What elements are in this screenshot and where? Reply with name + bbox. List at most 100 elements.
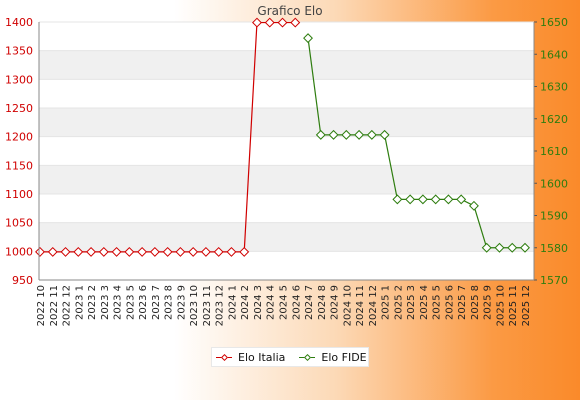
data-point-elo-fide — [379, 129, 390, 140]
x-tick-label: 2023 10 — [189, 285, 200, 326]
x-tick-label: 2023 11 — [202, 285, 213, 326]
y-left-tick-label: 1200 — [5, 131, 33, 144]
data-point-elo-italia — [226, 246, 237, 257]
data-point-elo-italia — [73, 246, 84, 257]
data-point-elo-fide — [328, 129, 339, 140]
data-point-elo-fide — [481, 242, 492, 253]
legend-symbol-elo-fide — [299, 352, 316, 362]
data-point-elo-fide — [392, 194, 403, 205]
x-tick-label: 2023 2 — [87, 285, 98, 320]
data-point-elo-italia — [111, 246, 122, 257]
grid-band — [39, 50, 534, 80]
x-tick-label: 2024 4 — [266, 285, 277, 320]
data-point-elo-italia — [200, 246, 211, 257]
x-tick-label: 2024 9 — [330, 285, 341, 320]
x-tick-label: 2025 8 — [470, 285, 481, 320]
x-tick-label: 2023 7 — [151, 285, 162, 320]
y-right-tick-label: 1650 — [540, 16, 568, 29]
y-left-tick-label: 1150 — [5, 159, 33, 172]
data-point-elo-italia — [213, 246, 224, 257]
x-tick-label: 2023 1 — [74, 285, 85, 320]
y-right-tick-label: 1630 — [540, 81, 568, 94]
x-tick-label: 2025 5 — [432, 285, 443, 320]
x-tick-label: 2023 12 — [215, 285, 226, 326]
data-point-elo-italia — [60, 246, 71, 257]
y-right-tick-label: 1590 — [540, 210, 568, 223]
x-tick-label: 2025 2 — [393, 285, 404, 320]
data-point-elo-fide — [354, 129, 365, 140]
x-tick-label: 2023 8 — [164, 285, 175, 320]
grid-band — [39, 108, 534, 137]
x-tick-label: 2022 10 — [36, 285, 47, 326]
data-point-elo-fide — [520, 242, 530, 253]
x-tick-label: 2023 3 — [100, 285, 111, 320]
data-point-elo-fide — [430, 194, 441, 205]
x-tick-label: 2024 3 — [253, 285, 264, 320]
legend: Elo Italia Elo FIDE — [211, 347, 369, 367]
legend-label-elo-fide: Elo FIDE — [321, 350, 367, 364]
y-left-tick-label: 1050 — [5, 217, 33, 230]
x-tick-label: 2024 11 — [355, 285, 366, 326]
y-right-tick-label: 1610 — [540, 145, 568, 158]
legend-item-elo-fide: Elo FIDE — [299, 350, 367, 364]
data-point-elo-italia — [98, 246, 109, 257]
data-point-elo-fide — [405, 194, 416, 205]
data-point-elo-fide — [366, 129, 377, 140]
data-point-elo-fide — [456, 194, 467, 205]
x-tick-label: 2025 3 — [406, 285, 417, 320]
x-tick-label: 2025 6 — [444, 285, 455, 320]
grid-band — [39, 222, 534, 252]
y-left-tick-label: 1400 — [5, 16, 33, 29]
data-point-elo-italia — [277, 17, 288, 28]
data-point-elo-italia — [149, 246, 160, 257]
grid-band — [39, 165, 534, 194]
x-tick-label: 2024 1 — [227, 285, 238, 320]
data-point-elo-italia — [290, 17, 301, 28]
x-tick-label: 2024 8 — [317, 285, 328, 320]
x-tick-label: 2024 5 — [279, 285, 290, 320]
x-tick-label: 2024 7 — [304, 285, 315, 320]
x-tick-label: 2025 10 — [495, 285, 506, 326]
data-point-elo-italia — [86, 246, 97, 257]
data-point-elo-italia — [188, 246, 199, 257]
x-tick-label: 2023 4 — [113, 285, 124, 320]
y-right-tick-label: 1640 — [540, 48, 568, 61]
data-point-elo-fide — [494, 242, 505, 253]
chart-title: Grafico Elo — [257, 4, 323, 18]
legend-symbol-elo-italia — [216, 352, 232, 362]
x-tick-label: 2024 10 — [342, 285, 353, 326]
y-left-tick-label: 1350 — [5, 45, 33, 58]
y-left-tick-label: 1000 — [5, 245, 33, 258]
x-tick-label: 2025 1 — [381, 285, 392, 320]
x-tick-label: 2023 9 — [176, 285, 187, 320]
y-right-tick-label: 1580 — [540, 242, 568, 255]
x-tick-label: 2025 4 — [419, 285, 430, 320]
x-tick-label: 2025 11 — [508, 285, 519, 326]
y-right-tick-label: 1620 — [540, 113, 568, 126]
data-point-elo-italia — [162, 246, 173, 257]
x-tick-label: 2022 12 — [62, 285, 73, 326]
data-point-elo-fide — [468, 200, 479, 211]
x-tick-label: 2025 7 — [457, 285, 468, 320]
data-point-elo-fide — [315, 129, 326, 140]
data-point-elo-fide — [303, 33, 313, 44]
y-left-tick-label: 1300 — [5, 73, 33, 86]
x-tick-label: 2024 2 — [240, 285, 251, 320]
x-tick-label: 2025 9 — [483, 285, 494, 320]
y-right-tick-label: 1570 — [540, 274, 568, 287]
data-point-elo-italia — [124, 246, 135, 257]
data-point-elo-italia — [35, 246, 45, 257]
data-point-elo-italia — [239, 246, 250, 257]
data-point-elo-fide — [341, 129, 352, 140]
x-tick-label: 2022 11 — [49, 285, 60, 326]
legend-item-elo-italia: Elo Italia — [216, 351, 285, 364]
y-left-tick-label: 950 — [12, 274, 33, 287]
legend-label-elo-italia: Elo Italia — [238, 350, 286, 364]
data-point-elo-italia — [47, 246, 58, 257]
data-point-elo-fide — [417, 194, 428, 205]
data-point-elo-italia — [137, 246, 148, 257]
y-right-tick-label: 1600 — [540, 177, 568, 190]
x-tick-label: 2023 6 — [138, 285, 149, 320]
